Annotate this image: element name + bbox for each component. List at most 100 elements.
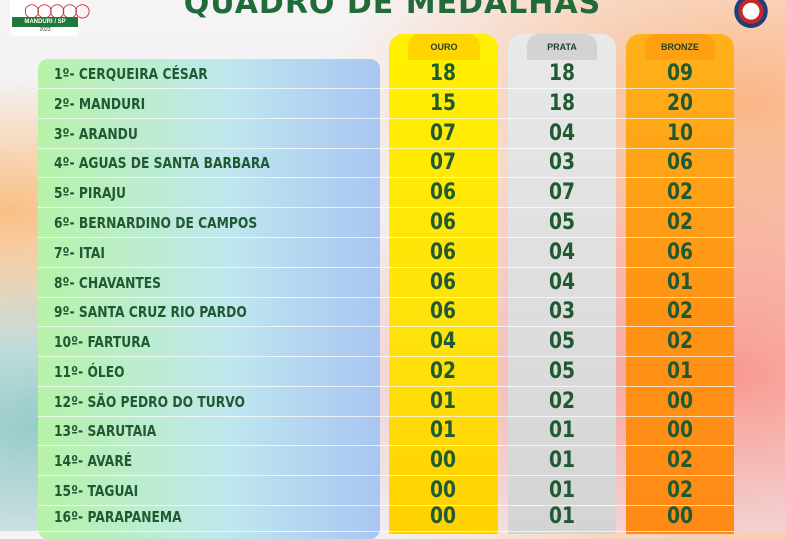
- gold-count: 01: [429, 418, 457, 443]
- silver-count: 18: [548, 91, 576, 116]
- silver-column: [508, 34, 616, 534]
- gold-count: 06: [429, 180, 457, 205]
- table-row: 2º- MANDURI 15 18 20: [38, 89, 735, 119]
- table-row: 7º- ITAI 06 04 06: [38, 238, 735, 268]
- silver-count: 03: [548, 150, 576, 175]
- bronze-count: 01: [666, 359, 694, 384]
- team-name: 1º- CERQUEIRA CÉSAR: [54, 65, 208, 83]
- gold-column-header: OURO: [408, 34, 480, 60]
- row-divider: [38, 237, 735, 238]
- row-divider: [38, 88, 735, 89]
- team-name: 6º- BERNARDINO DE CAMPOS: [54, 214, 258, 232]
- table-row: 5º- PIRAJU 06 07 02: [38, 178, 735, 208]
- table-row: 15º- TAGUAI 00 01 02: [38, 476, 735, 506]
- table-row: 9º- SANTA CRUZ RIO PARDO 06 03 02: [38, 297, 735, 327]
- table-row: 4º- AGUAS DE SANTA BARBARA 07 03 06: [38, 148, 735, 178]
- gold-count: 06: [429, 240, 457, 265]
- row-divider: [38, 505, 735, 506]
- bronze-count: 00: [666, 504, 694, 529]
- team-name: 4º- AGUAS DE SANTA BARBARA: [54, 154, 270, 172]
- bronze-count: 02: [666, 210, 694, 235]
- gold-count: 02: [429, 359, 457, 384]
- silver-count: 05: [548, 210, 576, 235]
- logo-year: 2023: [39, 27, 51, 33]
- team-name: 7º- ITAI: [54, 244, 105, 262]
- bronze-count: 02: [666, 180, 694, 205]
- silver-count: 05: [548, 359, 576, 384]
- row-divider: [38, 356, 735, 357]
- logo-city-label: MANDURI / SP: [12, 17, 78, 27]
- table-row: 6º- BERNARDINO DE CAMPOS 06 05 02: [38, 208, 735, 238]
- team-name: 14º- AVARÉ: [54, 452, 133, 470]
- table-row: 12º- SÃO PEDRO DO TURVO 01 02 00: [38, 387, 735, 417]
- table-row: 14º- AVARÉ 00 01 02: [38, 446, 735, 476]
- gold-count: 06: [429, 210, 457, 235]
- gold-column: [389, 34, 498, 534]
- silver-count: 18: [548, 61, 576, 86]
- bronze-count: 06: [666, 150, 694, 175]
- silver-count: 02: [548, 389, 576, 414]
- bronze-count: 02: [666, 478, 694, 503]
- row-divider: [38, 118, 735, 119]
- team-name: 13º- SARUTAIA: [54, 422, 157, 440]
- team-name: 12º- SÃO PEDRO DO TURVO: [54, 393, 245, 411]
- team-name: 11º- ÓLEO: [54, 363, 125, 381]
- gold-count: 06: [429, 270, 457, 295]
- bronze-count: 01: [666, 270, 694, 295]
- bronze-column-header: BRONZE: [645, 34, 715, 60]
- bronze-count: 20: [666, 91, 694, 116]
- silver-column-header: PRATA: [527, 34, 597, 60]
- bronze-column: [626, 34, 734, 534]
- silver-count: 04: [548, 270, 576, 295]
- silver-count: 04: [548, 240, 576, 265]
- silver-count: 01: [548, 478, 576, 503]
- silver-count: 03: [548, 299, 576, 324]
- bronze-count: 09: [666, 61, 694, 86]
- row-divider: [38, 386, 735, 387]
- team-name: 3º- ARANDU: [54, 125, 138, 143]
- row-divider: [38, 416, 735, 417]
- row-divider: [38, 326, 735, 327]
- row-divider: [38, 475, 735, 476]
- gold-count: 01: [429, 389, 457, 414]
- gold-count: 06: [429, 299, 457, 324]
- gold-count: 00: [429, 448, 457, 473]
- bronze-count: 00: [666, 418, 694, 443]
- olympic-rings-icon: ◯◯◯◯◯: [24, 2, 90, 18]
- silver-count: 01: [548, 448, 576, 473]
- team-name: 9º- SANTA CRUZ RIO PARDO: [54, 303, 247, 321]
- table-row: 16º- PARAPANEMA 00 01 00: [38, 502, 735, 532]
- page-title: QUADRO DE MEDALHAS: [183, 0, 602, 21]
- bronze-count: 02: [666, 448, 694, 473]
- team-name: 5º- PIRAJU: [54, 184, 127, 202]
- silver-count: 04: [548, 121, 576, 146]
- table-row: 1º- CERQUEIRA CÉSAR 18 18 09: [38, 59, 735, 89]
- silver-count: 01: [548, 504, 576, 529]
- table-row: 3º- ARANDU 07 04 10: [38, 119, 735, 149]
- row-divider: [38, 445, 735, 446]
- gold-count: 00: [429, 478, 457, 503]
- team-name: 8º- CHAVANTES: [54, 274, 162, 292]
- gold-count: 18: [429, 61, 457, 86]
- gold-count: 04: [429, 329, 457, 354]
- table-row: 10º- FARTURA 04 05 02: [38, 327, 735, 357]
- gold-count: 07: [429, 121, 457, 146]
- team-name: 2º- MANDURI: [54, 95, 146, 113]
- team-name: 10º- FARTURA: [54, 333, 151, 351]
- table-row: 11º- ÓLEO 02 05 01: [38, 357, 735, 387]
- silver-count: 05: [548, 329, 576, 354]
- bronze-count: 06: [666, 240, 694, 265]
- silver-count: 01: [548, 418, 576, 443]
- event-logo: ◯◯◯◯◯ MANDURI / SP 2023: [10, 0, 90, 36]
- silver-count: 07: [548, 180, 576, 205]
- team-name: 15º- TAGUAI: [54, 482, 139, 500]
- bronze-count: 00: [666, 389, 694, 414]
- bronze-count: 02: [666, 329, 694, 354]
- city-crest-icon: [729, 0, 773, 28]
- gold-count: 00: [429, 504, 457, 529]
- bronze-count: 02: [666, 299, 694, 324]
- table-row: 13º- SARUTAIA 01 01 00: [38, 416, 735, 446]
- row-divider: [38, 177, 735, 178]
- row-divider: [38, 207, 735, 208]
- row-divider: [38, 148, 735, 149]
